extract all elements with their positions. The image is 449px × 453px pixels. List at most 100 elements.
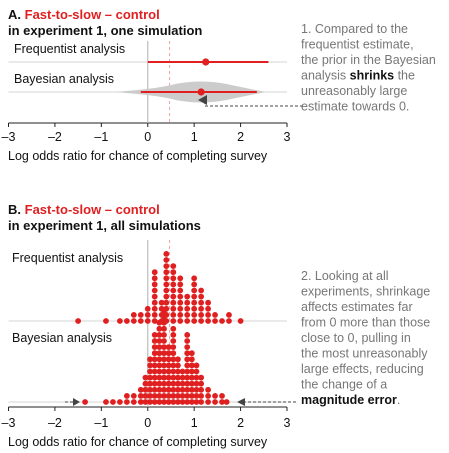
- dot: [193, 399, 200, 405]
- dot: [161, 350, 167, 357]
- dot: [175, 356, 181, 363]
- dot: [212, 399, 218, 405]
- dot: [170, 393, 177, 399]
- dot: [163, 299, 170, 306]
- x-tick-label: –1: [94, 130, 108, 144]
- dot: [137, 318, 144, 324]
- dot: [147, 399, 153, 405]
- dot: [212, 318, 218, 324]
- dot: [161, 399, 167, 405]
- annotation-b-line-part-0: the change of a: [301, 378, 387, 392]
- dot: [205, 312, 211, 318]
- dot: [177, 281, 184, 288]
- dot: [219, 399, 225, 405]
- dot: [175, 368, 181, 375]
- dot: [158, 299, 165, 306]
- dot: [156, 325, 163, 332]
- dot: [103, 318, 109, 324]
- dot: [205, 305, 211, 312]
- dot: [188, 393, 195, 399]
- dot: [170, 318, 177, 324]
- dot: [170, 368, 177, 375]
- dot: [147, 380, 153, 387]
- annotation-b-line-part-0: from 0 more than those: [301, 316, 430, 330]
- row-label: Bayesian analysis: [12, 331, 112, 345]
- dot: [147, 386, 153, 393]
- dot: [151, 344, 158, 350]
- annotation-b-line: the most unreasonably: [301, 347, 428, 361]
- annotation-a-line: 1. Compared to the: [301, 22, 408, 36]
- dot: [184, 380, 191, 387]
- dot: [212, 312, 218, 318]
- dot: [175, 362, 181, 369]
- dot: [151, 338, 158, 344]
- dot: [123, 399, 130, 405]
- dot: [170, 305, 177, 312]
- dot: [151, 399, 158, 405]
- dot: [156, 350, 163, 357]
- dot: [179, 393, 186, 399]
- panel-letter: B.: [8, 202, 25, 217]
- annotation-a-line-part-0: frequentist estimate,: [301, 38, 414, 52]
- x-tick-label: 3: [284, 130, 291, 144]
- dot: [219, 393, 225, 399]
- dot: [175, 399, 181, 405]
- dot: [226, 312, 232, 318]
- dot: [165, 374, 172, 381]
- dot: [163, 257, 170, 263]
- dot: [163, 263, 170, 269]
- dot: [170, 332, 177, 338]
- dot: [156, 399, 163, 405]
- dot: [184, 312, 191, 318]
- x-tick-label: 3: [284, 416, 291, 430]
- x-tick-label: 1: [191, 130, 198, 144]
- dot: [161, 393, 167, 399]
- dot: [177, 305, 184, 312]
- dot: [142, 374, 149, 381]
- dot: [184, 350, 191, 357]
- dot: [156, 356, 163, 363]
- annotation-a-line-part-0: analysis: [301, 69, 350, 83]
- dot: [144, 305, 151, 312]
- annotation-b-line: from 0 more than those: [301, 316, 430, 330]
- dot: [179, 399, 186, 405]
- dot: [177, 318, 184, 324]
- annotation-b-line-part-0: the most unreasonably: [301, 347, 428, 361]
- dot: [161, 374, 167, 381]
- dot: [151, 275, 158, 282]
- dot: [156, 344, 163, 350]
- dot: [170, 374, 177, 381]
- dot: [188, 362, 195, 369]
- dot: [151, 374, 158, 381]
- annotation-b-line-part-0: 2. Looking at all: [301, 269, 389, 283]
- dot: [151, 362, 158, 369]
- dot: [130, 393, 137, 399]
- dot: [193, 393, 200, 399]
- dot: [161, 386, 167, 393]
- dot: [137, 386, 144, 393]
- dot: [163, 293, 170, 300]
- x-tick-label: –3: [2, 130, 16, 144]
- dot: [175, 374, 181, 381]
- annotation-b-line: magnitude error.: [301, 393, 400, 407]
- dot: [170, 281, 177, 288]
- dot: [184, 356, 191, 363]
- dot: [223, 399, 230, 405]
- dot: [75, 318, 82, 324]
- annotation-b-line-part-0: close to 0, pulling in: [301, 331, 411, 345]
- dot: [198, 293, 205, 300]
- x-tick-label: –1: [94, 416, 108, 430]
- dot: [161, 356, 167, 363]
- dot: [184, 299, 191, 306]
- x-tick-label: 2: [237, 416, 244, 430]
- annotation-a-line-part-2: the: [394, 69, 415, 83]
- dot: [198, 312, 205, 318]
- dot: [142, 393, 149, 399]
- estimate-point: [202, 58, 210, 66]
- dot: [191, 281, 198, 288]
- annotation-b-line: close to 0, pulling in: [301, 331, 411, 345]
- dot: [170, 356, 177, 363]
- dot: [179, 368, 186, 375]
- dot: [184, 393, 191, 399]
- x-tick-label: –3: [2, 416, 16, 430]
